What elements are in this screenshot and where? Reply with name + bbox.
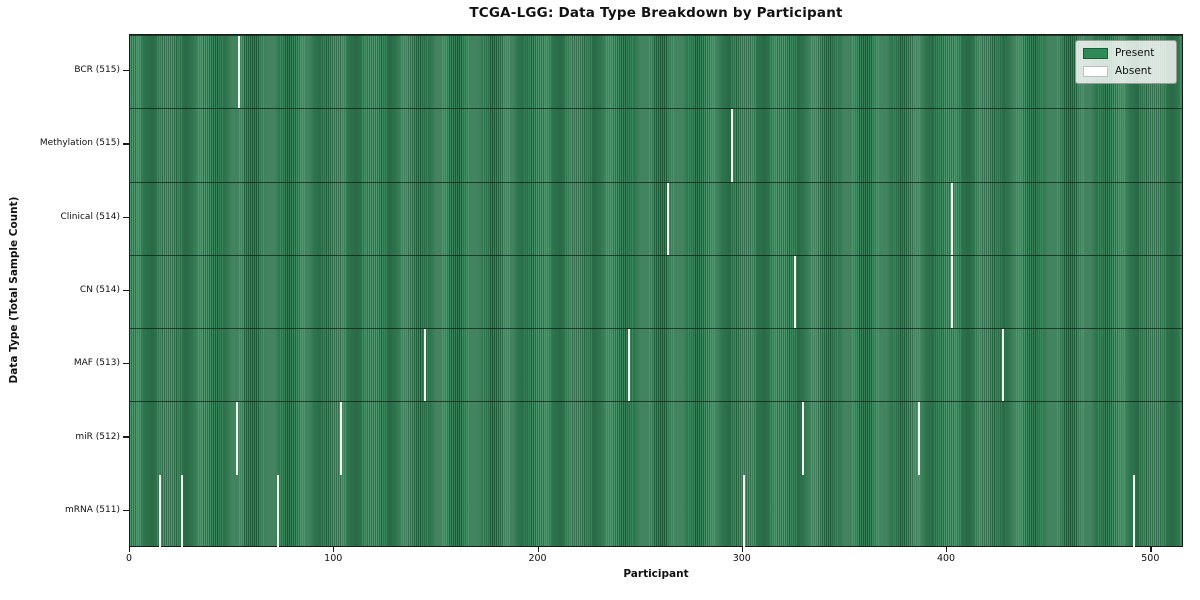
absent-mark-mRNA-14 [158, 474, 161, 548]
x-tick-mark [946, 547, 948, 552]
y-tick-mark [123, 289, 129, 292]
x-axis-label: Participant [623, 568, 689, 580]
heatmap-row-Clinical [130, 181, 1182, 255]
y-tick-mark [123, 216, 129, 218]
legend-item-absent: Absent [1083, 65, 1169, 77]
x-tick-label-0: 0 [125, 553, 133, 564]
plot-area: Present Absent [129, 34, 1183, 548]
y-tick-label-CN: CN (514) [79, 285, 120, 295]
absent-mark-miR-103 [340, 402, 343, 475]
present-swatch-icon [1083, 47, 1108, 59]
y-tick-label-BCR: BCR (515) [74, 65, 120, 76]
x-tick-label-200: 200 [528, 553, 547, 564]
absent-mark-Clinical-263 [667, 182, 670, 255]
x-tick-mark [129, 547, 131, 552]
x-tick-label-500: 500 [1141, 553, 1160, 564]
absent-mark-mRNA-72 [277, 474, 280, 548]
chart-title: TCGA-LGG: Data Type Breakdown by Partici… [469, 5, 843, 21]
absent-mark-MAF-144 [424, 329, 427, 402]
y-tick-mark [123, 509, 129, 511]
absent-swatch-icon [1083, 65, 1108, 77]
heatmap-row-miR [130, 401, 1182, 475]
heatmap-row-CN [130, 254, 1182, 329]
absent-mark-miR-329 [802, 402, 805, 475]
heatmap-row-Methylation [130, 108, 1182, 182]
absent-mark-BCR-53 [238, 36, 241, 109]
heatmap-row-MAF [130, 328, 1182, 402]
x-tick-label-300: 300 [732, 553, 751, 564]
x-tick-mark [1150, 547, 1152, 552]
absent-mark-CN-402 [951, 255, 954, 329]
x-tick-mark [333, 547, 335, 552]
legend-label-present: Present [1115, 47, 1155, 59]
absent-mark-Methylation-294 [730, 109, 733, 182]
x-tick-label-100: 100 [324, 553, 343, 564]
absent-mark-mRNA-25 [181, 474, 184, 548]
y-tick-label-Clinical: Clinical (514) [60, 211, 120, 222]
legend-label-absent: Absent [1115, 65, 1152, 77]
y-tick-mark [123, 436, 129, 438]
absent-mark-MAF-244 [628, 329, 631, 402]
absent-mark-mRNA-300 [742, 474, 745, 548]
heatmap-row-mRNA [130, 474, 1182, 548]
x-tick-mark [741, 547, 743, 552]
legend-item-present: Present [1083, 47, 1169, 59]
y-tick-label-miR: miR (512) [75, 431, 120, 442]
y-tick-mark [123, 70, 129, 72]
absent-mark-MAF-427 [1002, 329, 1005, 402]
y-tick-label-MAF: MAF (513) [73, 358, 120, 369]
legend: Present Absent [1075, 40, 1177, 84]
absent-mark-Clinical-402 [951, 182, 954, 255]
absent-mark-mRNA-491 [1132, 474, 1135, 548]
y-tick-label-Methylation: Methylation (515) [39, 138, 120, 149]
y-tick-label-mRNA: mRNA (511) [65, 504, 120, 515]
heatmap-row-BCR [130, 35, 1182, 109]
absent-mark-miR-386 [918, 402, 921, 475]
x-tick-mark [537, 547, 539, 552]
y-tick-mark [123, 363, 129, 365]
y-tick-mark [123, 143, 129, 145]
absent-mark-miR-52 [236, 402, 239, 475]
x-tick-label-400: 400 [936, 553, 956, 564]
absent-mark-CN-325 [793, 255, 796, 329]
